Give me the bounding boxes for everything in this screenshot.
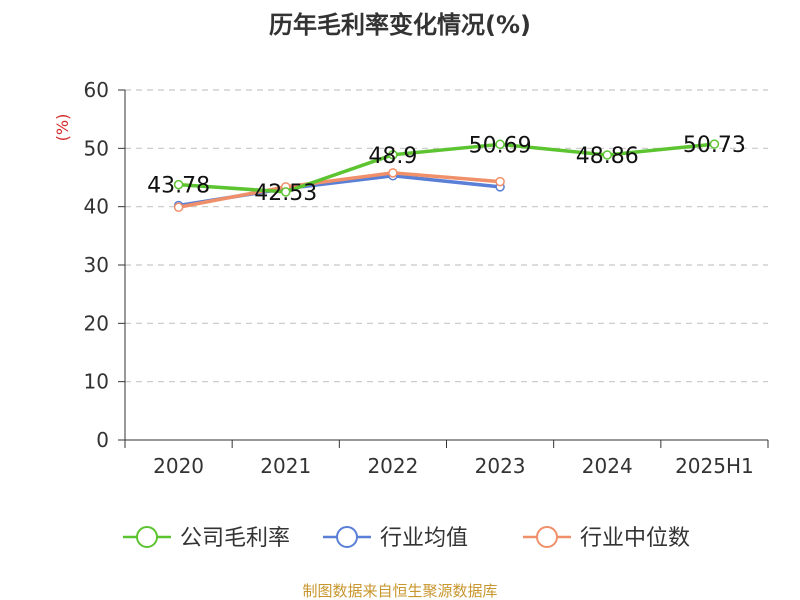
y-axis-label: (%): [53, 114, 72, 142]
series-line-0: [178, 142, 715, 194]
data-point: [709, 139, 720, 149]
data-label: 48.9: [368, 144, 417, 169]
series-layer: 43.78 42.53 48.9 50.69 48.86 50.73: [147, 133, 746, 212]
data-point: [388, 168, 398, 178]
chart-title: 历年毛利率变化情况(%): [269, 11, 531, 39]
data-point: [602, 150, 612, 160]
legend-label: 行业中位数: [580, 526, 690, 551]
axes: 0 10 20 30 40 50 60 2020 2021 2022 2023 2024 2025H1 (…: [53, 78, 769, 478]
x-tick-label: 2022: [367, 454, 418, 478]
legend-label: 公司毛利率: [180, 526, 290, 551]
legend-label: 行业均值: [380, 526, 468, 551]
data-point: [173, 179, 184, 190]
y-tick-label: 0: [96, 428, 109, 452]
data-point: [388, 150, 398, 160]
data-label: 42.53: [254, 181, 317, 206]
data-label: 50.73: [683, 133, 746, 158]
y-tick-label: 30: [84, 253, 109, 277]
series-line-2: [178, 171, 501, 209]
data-point: [281, 187, 291, 197]
legend-marker: [336, 526, 358, 548]
x-tick-label: 2025H1: [675, 454, 754, 478]
data-label: 50.69: [469, 133, 532, 158]
y-tick-label: 10: [84, 370, 109, 394]
x-tick-label: 2021: [260, 454, 311, 478]
legend-item-1[interactable]: 行业均值: [323, 526, 468, 551]
x-tick-label: 2024: [582, 454, 633, 478]
y-tick-label: 60: [84, 78, 109, 102]
legend-marker: [536, 526, 558, 548]
data-label: 48.86: [576, 144, 639, 169]
y-tick-label: 20: [84, 311, 109, 335]
data-label: 43.78: [147, 174, 210, 199]
legend-marker: [136, 526, 158, 548]
data-point: [495, 176, 505, 187]
grid-lines: [125, 89, 768, 383]
legend[interactable]: 公司毛利率 行业均值 行业中位数: [123, 526, 690, 551]
x-tick-label: 2023: [475, 454, 526, 478]
y-tick-label: 50: [84, 136, 109, 160]
legend-item-2[interactable]: 行业中位数: [523, 526, 690, 551]
y-tick-label: 40: [84, 195, 109, 219]
source-note: 制图数据来自恒生聚源数据库: [302, 582, 497, 600]
data-point: [173, 202, 184, 212]
data-point: [495, 139, 505, 150]
legend-item-0[interactable]: 公司毛利率: [123, 526, 290, 551]
x-tick-label: 2020: [153, 454, 204, 478]
